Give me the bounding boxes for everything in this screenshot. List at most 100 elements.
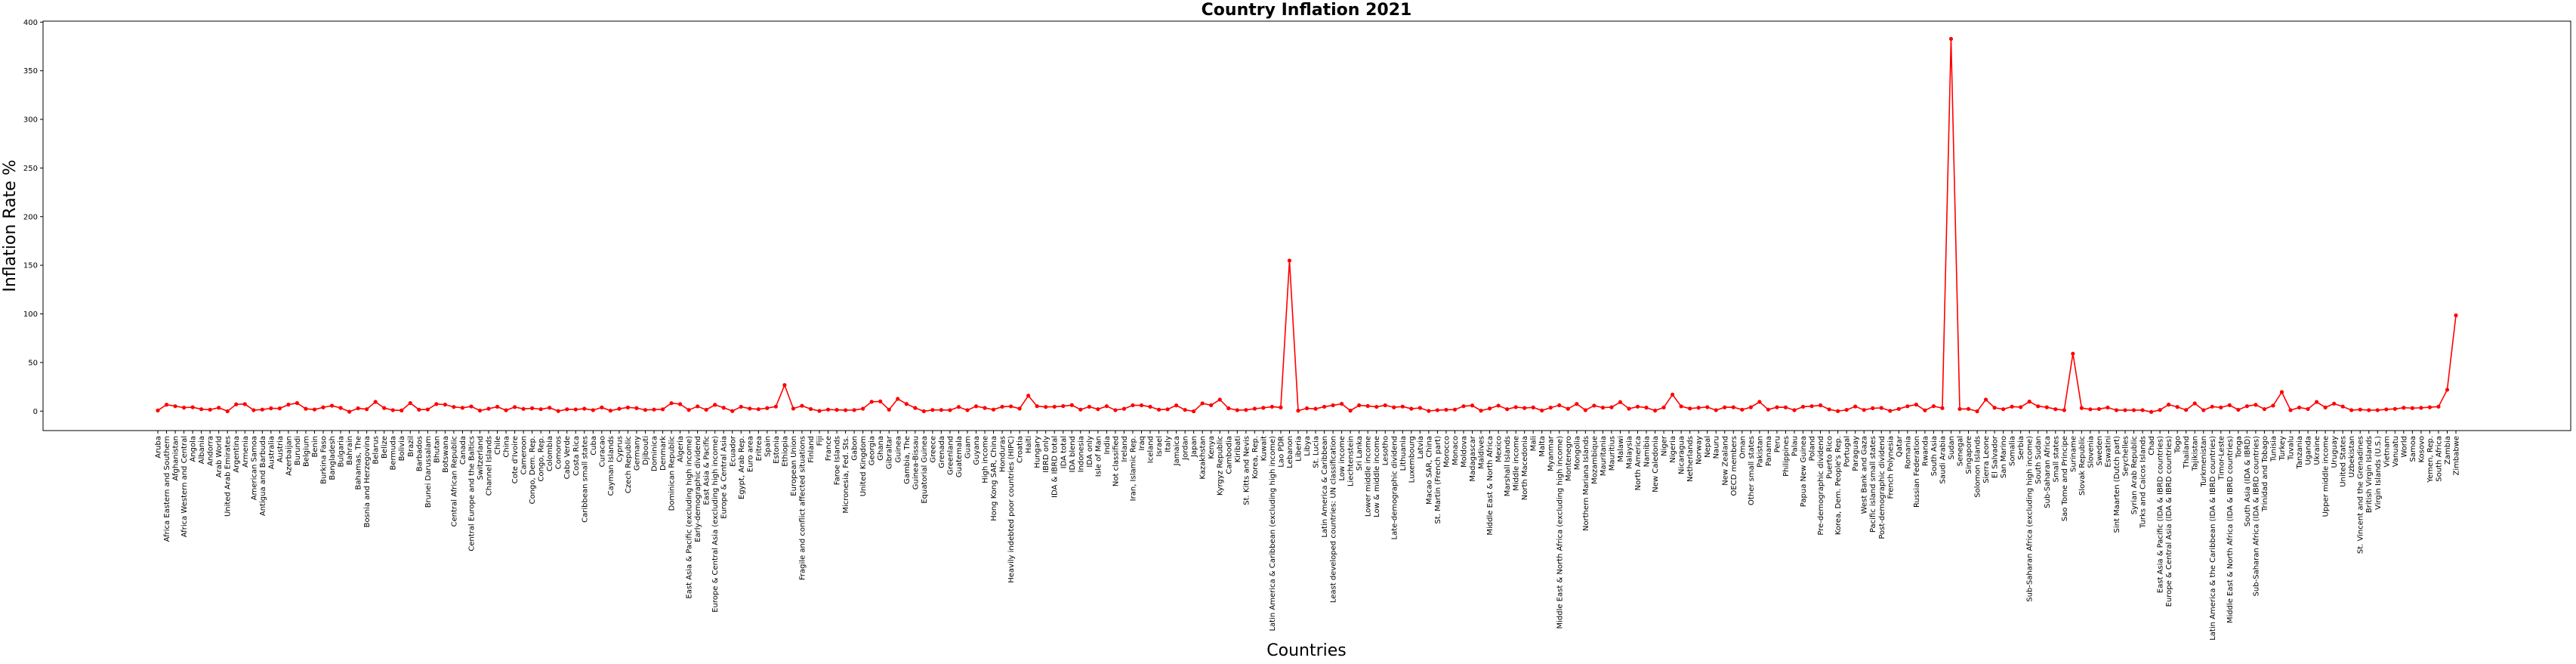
x-tick-label: Central African Republic (450, 436, 458, 527)
x-tick-label: Peru (1773, 436, 1782, 452)
x-tick-label: Mauritania (1600, 436, 1608, 476)
data-point (1618, 400, 1623, 404)
x-tick-label: Isle of Man (1094, 436, 1103, 477)
data-point (713, 403, 717, 407)
x-tick-label: Turkey (2278, 436, 2287, 462)
x-tick-label: Faroe Islands (834, 436, 842, 485)
x-tick-label: American Samoa (250, 436, 258, 500)
data-point (1435, 408, 1439, 412)
x-tick-label: Kiribati (1234, 436, 1242, 462)
data-point (1296, 409, 1300, 413)
data-point (739, 404, 743, 409)
data-point (225, 409, 230, 413)
data-point (1592, 403, 1597, 408)
x-tick-label: Kenya (1208, 436, 1216, 459)
x-tick-label: Austria (276, 436, 285, 462)
x-tick-label: Cambodia (1225, 436, 1233, 474)
data-point (2010, 404, 2014, 409)
data-point (573, 407, 578, 412)
data-point (2271, 403, 2275, 408)
data-point (1896, 406, 1901, 411)
data-point (2088, 407, 2093, 412)
data-point (2149, 409, 2154, 414)
x-tick-label: Bermuda (390, 436, 398, 471)
data-point (1888, 409, 1893, 413)
x-tick-label: Namibia (1643, 436, 1652, 467)
data-point (1096, 407, 1100, 412)
data-point (242, 402, 247, 406)
x-tick-label: Nicaragua (1678, 436, 1686, 474)
data-point (2384, 407, 2389, 412)
x-tick-label: Comoros (555, 436, 563, 469)
data-point (1871, 406, 1875, 410)
data-point (1879, 406, 1883, 410)
data-point (817, 409, 822, 413)
data-point (1800, 404, 1806, 409)
x-tick-label: North Macedonia (1521, 436, 1529, 500)
data-point (1322, 404, 1327, 409)
x-tick-label: Togo (2174, 436, 2183, 454)
data-point (173, 404, 177, 409)
x-tick-label: Armenia (242, 436, 250, 468)
x-tick-label: Kuwait (1260, 436, 1268, 461)
y-tick-label: 100 (23, 310, 38, 319)
x-tick-label: European Union (790, 436, 798, 496)
data-point (721, 406, 726, 410)
x-tick-label: Croatia (1017, 436, 1025, 463)
x-tick-label: St. Martin (French part) (1434, 436, 1442, 524)
data-point (329, 403, 335, 408)
data-point (1409, 406, 1414, 411)
data-point (1792, 408, 1797, 412)
data-point (2306, 406, 2310, 412)
x-tick-label: Cote d'Ivoire (511, 436, 520, 483)
x-tick-label: North America (1634, 436, 1643, 490)
x-tick-label: Benin (311, 436, 319, 457)
data-point (861, 406, 865, 411)
x-tick-label: Belgium (302, 436, 310, 467)
x-tick-label: Bahamas, The (355, 436, 363, 490)
x-axis-label: Countries (1266, 641, 1347, 660)
x-tick-label: Kazakhstan (1199, 436, 1208, 480)
data-point (2419, 406, 2423, 410)
x-tick-label: Somalia (2009, 436, 2017, 466)
data-point (1627, 406, 1631, 411)
x-tick-label: Bolivia (398, 436, 406, 461)
data-point (1044, 405, 1048, 409)
data-point (660, 407, 665, 412)
x-tick-label: Kosovo (2417, 436, 2426, 463)
x-tick-label: Paraguay (1852, 436, 1860, 471)
x-tick-label: Dominican Republic (668, 436, 677, 511)
data-point (1427, 409, 1431, 413)
x-tick-label: Puerto Rico (1826, 436, 1834, 479)
x-tick-label: Sudan (1948, 436, 1956, 460)
x-tick-label: Belize (381, 436, 389, 459)
x-tick-label: Madagascar (1469, 435, 1477, 482)
x-tick-label: IDA blend (1069, 436, 1077, 472)
data-point (782, 383, 787, 388)
x-tick-label: Korea, Dem. People's Rep. (1834, 436, 1843, 535)
data-point (2053, 407, 2058, 412)
x-tick-label: Portugal (1843, 436, 1852, 467)
data-point (930, 408, 935, 412)
data-point (2192, 401, 2197, 406)
x-tick-label: Korea, Rep. (1251, 436, 1260, 479)
x-tick-label: Monaco (1452, 436, 1460, 465)
data-point (1531, 405, 1535, 409)
data-point (956, 405, 961, 409)
data-point (1809, 404, 1814, 409)
y-tick-label: 150 (23, 262, 38, 270)
x-tick-label: Moldova (1460, 436, 1468, 468)
x-tick-label: Oman (1738, 436, 1747, 459)
data-point (1731, 405, 1735, 409)
data-point (373, 400, 378, 404)
data-point (1052, 404, 1057, 409)
x-tick-label: Zimbabwe (2453, 436, 2461, 476)
data-point (1575, 402, 1579, 406)
data-point (1261, 406, 1266, 410)
data-point (582, 406, 587, 411)
data-point (696, 404, 700, 409)
data-point (2236, 407, 2241, 412)
data-point (2071, 351, 2075, 356)
x-tick-label: Lithuania (1399, 436, 1408, 471)
x-tick-label: Afghanistan (172, 436, 180, 481)
